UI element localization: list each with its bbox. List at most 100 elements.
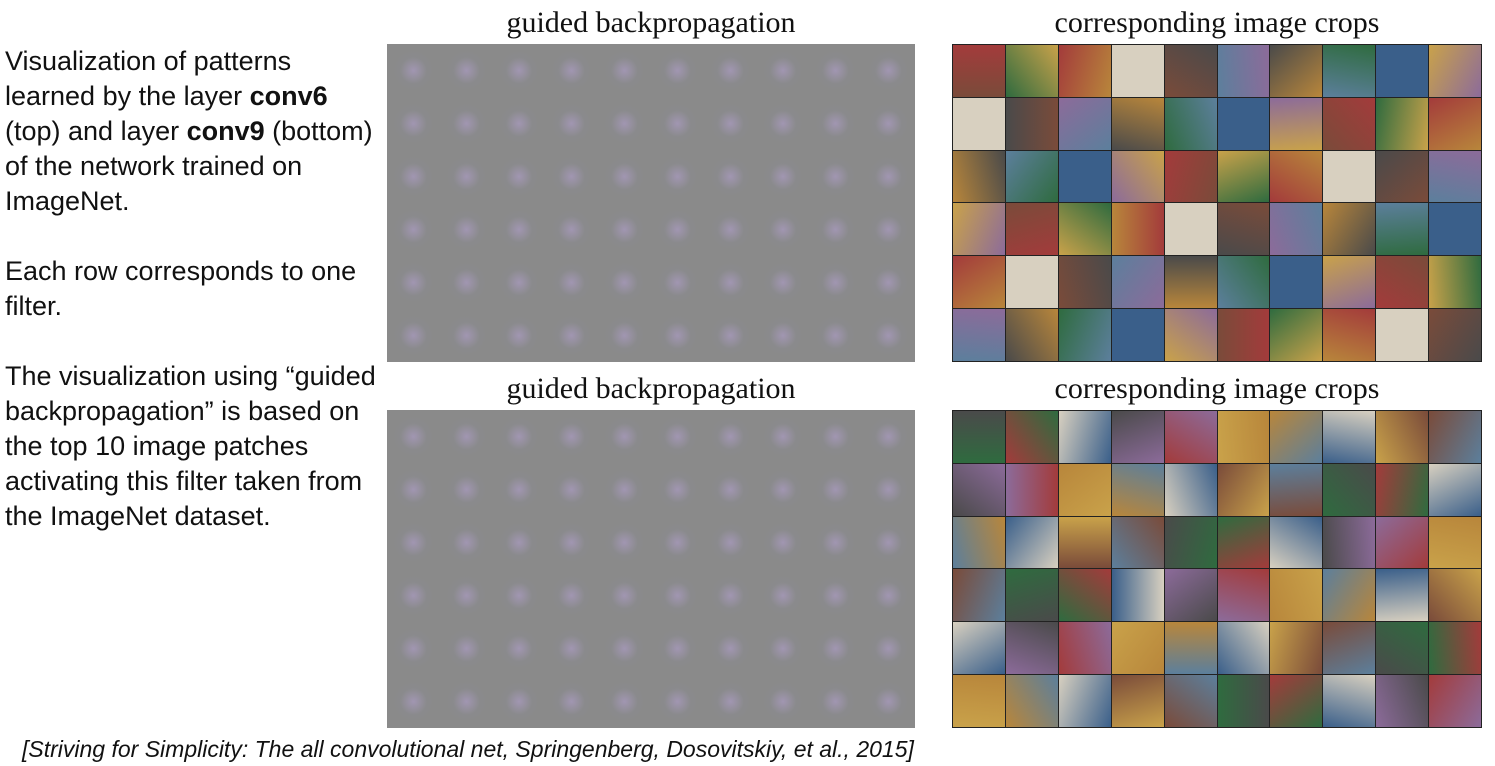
image-crop-tile bbox=[1164, 150, 1217, 203]
image-crop-tile bbox=[1323, 675, 1376, 727]
image-crop-tile bbox=[1376, 45, 1429, 97]
visualization-tile bbox=[656, 628, 698, 669]
visualization-tile bbox=[709, 681, 751, 722]
image-crop-tile bbox=[1217, 45, 1270, 97]
visualization-tile bbox=[656, 681, 698, 722]
image-crop-tile bbox=[953, 256, 1005, 309]
image-crop-tile bbox=[1376, 675, 1429, 727]
visualization-tile bbox=[868, 156, 909, 197]
visualization-tile bbox=[498, 522, 540, 563]
image-crop-tile bbox=[1429, 463, 1481, 516]
visualization-tile bbox=[551, 522, 593, 563]
visualization-tile bbox=[498, 681, 540, 722]
visualization-tile bbox=[393, 262, 434, 303]
image-crop-tile bbox=[1429, 150, 1481, 203]
image-crop-tile bbox=[1058, 463, 1111, 516]
image-crop-tile bbox=[1111, 569, 1164, 622]
visualization-tile bbox=[868, 50, 909, 91]
image-crop-tile bbox=[1429, 516, 1481, 569]
image-crop-tile bbox=[1164, 622, 1217, 675]
visualization-tile bbox=[498, 50, 540, 91]
visualization-tile bbox=[445, 628, 487, 669]
image-crop-tile bbox=[1270, 411, 1323, 463]
layer-name-conv9: conv9 bbox=[186, 116, 265, 146]
visualization-tile bbox=[393, 103, 434, 144]
visualization-tile bbox=[709, 469, 751, 510]
image-crop-tile bbox=[1005, 256, 1058, 309]
visualization-tile bbox=[604, 315, 645, 356]
visualization-tile bbox=[551, 156, 593, 197]
image-crop-tile bbox=[1164, 203, 1217, 256]
image-crop-tile bbox=[1005, 675, 1058, 727]
visualization-tile bbox=[709, 315, 751, 356]
visualization-tile bbox=[498, 209, 540, 250]
image-crop-tile bbox=[1058, 569, 1111, 622]
visualization-tile bbox=[445, 522, 487, 563]
visualization-tile bbox=[445, 416, 487, 457]
image-crop-tile bbox=[1429, 622, 1481, 675]
visualization-tile bbox=[868, 469, 909, 510]
visualization-tile bbox=[498, 575, 540, 616]
image-crop-tile bbox=[1058, 516, 1111, 569]
image-crop-tile bbox=[953, 463, 1005, 516]
visualization-tile bbox=[498, 156, 540, 197]
visualization-tile bbox=[815, 469, 857, 510]
visualization-tile bbox=[604, 575, 645, 616]
visualization-tile bbox=[445, 103, 487, 144]
visualization-tile bbox=[762, 469, 804, 510]
image-crop-tile bbox=[1111, 256, 1164, 309]
visualization-tile bbox=[445, 262, 487, 303]
image-crop-tile bbox=[1429, 569, 1481, 622]
image-crop-tile bbox=[953, 97, 1005, 150]
image-crop-tile bbox=[953, 675, 1005, 727]
visualization-tile bbox=[762, 209, 804, 250]
bottom-crops-title: corresponding image crops bbox=[1054, 372, 1380, 405]
image-crop-tile bbox=[1005, 516, 1058, 569]
image-crop-tile bbox=[953, 622, 1005, 675]
image-crop-tile bbox=[1323, 622, 1376, 675]
image-crop-tile bbox=[1164, 45, 1217, 97]
visualization-tile bbox=[762, 50, 804, 91]
visualization-tile bbox=[604, 209, 645, 250]
visualization-tile bbox=[762, 575, 804, 616]
visualization-tile bbox=[709, 156, 751, 197]
visualization-tile bbox=[709, 50, 751, 91]
visualization-tile bbox=[815, 416, 857, 457]
visualization-tile bbox=[551, 575, 593, 616]
visualization-tile bbox=[709, 262, 751, 303]
visualization-tile bbox=[709, 103, 751, 144]
visualization-tile bbox=[868, 628, 909, 669]
image-crop-tile bbox=[1429, 97, 1481, 150]
visualization-tile bbox=[815, 209, 857, 250]
image-crop-tile bbox=[1376, 309, 1429, 361]
visualization-tile bbox=[604, 262, 645, 303]
visualization-tile bbox=[445, 469, 487, 510]
image-crop-tile bbox=[1323, 256, 1376, 309]
visualization-tile bbox=[815, 681, 857, 722]
visualization-tile bbox=[604, 416, 645, 457]
image-crop-tile bbox=[1164, 675, 1217, 727]
visualization-tile bbox=[393, 315, 434, 356]
image-crop-tile bbox=[1164, 463, 1217, 516]
description-paragraph-2: Each row corresponds to one filter. bbox=[5, 256, 357, 321]
visualization-tile bbox=[604, 469, 645, 510]
image-crop-tile bbox=[1058, 45, 1111, 97]
visualization-tile bbox=[709, 575, 751, 616]
image-crop-tile bbox=[1217, 150, 1270, 203]
visualization-tile bbox=[393, 575, 434, 616]
visualization-tile bbox=[393, 522, 434, 563]
image-crop-tile bbox=[1217, 309, 1270, 361]
visualization-tile bbox=[445, 315, 487, 356]
visualization-tile bbox=[815, 262, 857, 303]
image-crop-tile bbox=[953, 150, 1005, 203]
image-crop-tile bbox=[1270, 622, 1323, 675]
image-crop-tile bbox=[1270, 463, 1323, 516]
image-crop-tile bbox=[1429, 675, 1481, 727]
visualization-tile bbox=[498, 628, 540, 669]
image-crop-tile bbox=[1270, 256, 1323, 309]
visualization-tile bbox=[604, 50, 645, 91]
image-crop-tile bbox=[1323, 569, 1376, 622]
visualization-tile bbox=[815, 575, 857, 616]
image-crop-tile bbox=[1217, 463, 1270, 516]
image-crop-tile bbox=[1111, 675, 1164, 727]
